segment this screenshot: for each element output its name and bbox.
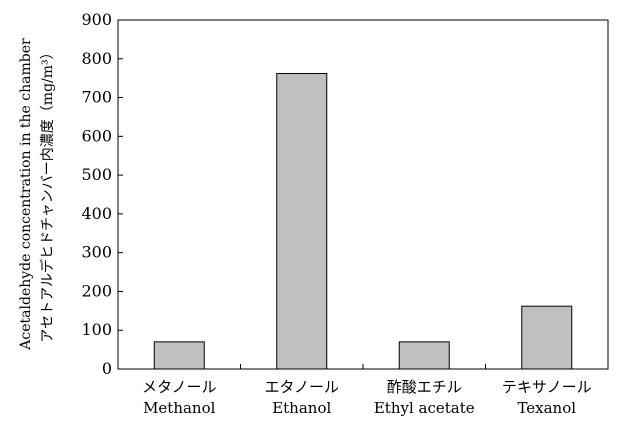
y-tick-label: 800 (81, 49, 112, 68)
x-category-label-jp: テキサノール (502, 378, 592, 396)
x-category-label-en: Ethyl acetate (374, 399, 475, 417)
y-tick-label: 500 (81, 165, 112, 184)
y-axis-label-en: Acetaldehyde concentration in the chambe… (18, 38, 34, 351)
y-tick-label: 300 (81, 243, 112, 262)
bar (521, 305, 573, 370)
y-axis-title: Acetaldehyde concentration in the chambe… (18, 38, 56, 351)
y-tick-label: 400 (81, 204, 112, 223)
y-tick-label: 100 (81, 320, 112, 339)
x-category-label-jp: メタノール (142, 378, 217, 396)
x-category-label-en: Methanol (143, 399, 216, 417)
x-category-label-jp: 酢酸エチル (387, 378, 462, 396)
y-axis-label-jp: アセトアルデヒドチャンバー内濃度（mg/m³） (39, 45, 56, 342)
y-tick-label: 900 (81, 10, 112, 29)
y-tick-label: 700 (81, 88, 112, 107)
y-tick-label: 200 (81, 281, 112, 300)
x-axis: メタノール Methanol エタノール Ethanol 酢酸エチル Ethyl acet… (142, 364, 609, 417)
y-tick-label: 600 (81, 126, 112, 145)
bar (398, 341, 450, 370)
x-category-label-en: Ethanol (272, 399, 331, 417)
bar (276, 73, 328, 370)
x-category-label-en: Texanol (517, 399, 576, 417)
bars (153, 73, 573, 370)
x-category-label-jp: エタノール (264, 378, 339, 396)
y-axis: 0 100 200 300 400 500 600 700 800 900 (81, 10, 123, 378)
bar (153, 341, 205, 370)
y-tick-label: 0 (102, 359, 112, 378)
